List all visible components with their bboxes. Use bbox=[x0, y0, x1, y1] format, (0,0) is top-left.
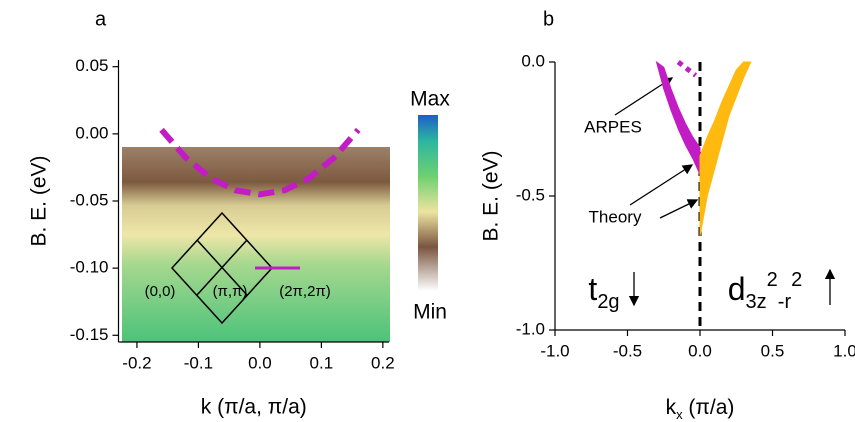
x-tick-label: 1.0 bbox=[833, 341, 855, 360]
x-tick-label: 0.2 bbox=[371, 353, 395, 372]
curve bbox=[159, 127, 361, 198]
annotation: ARPES bbox=[584, 117, 642, 136]
zone-label: (0,0) bbox=[145, 283, 176, 300]
x-tick-label: 0.0 bbox=[688, 341, 712, 360]
y-tick-label: 0.05 bbox=[75, 56, 108, 75]
intensity-map bbox=[122, 147, 390, 342]
panel-label: a bbox=[95, 8, 107, 30]
band-label-part: 2 bbox=[791, 269, 802, 291]
band-label-part: -r bbox=[778, 291, 792, 313]
x-tick-label: -1.0 bbox=[540, 341, 569, 360]
y-tick-label: -0.5 bbox=[516, 185, 545, 204]
x-axis-label-part: k bbox=[666, 396, 677, 419]
annotation: Theory bbox=[589, 207, 642, 226]
band-label-part: t bbox=[588, 271, 597, 307]
x-axis-label: k (π/a, π/a) bbox=[201, 396, 307, 419]
y-tick-label: -0.05 bbox=[70, 190, 109, 209]
zone-label: (2π,2π) bbox=[279, 283, 331, 300]
band-label-part: 3z bbox=[746, 291, 767, 313]
curve bbox=[676, 60, 698, 78]
zone-label: (π,π) bbox=[213, 283, 248, 300]
x-tick-label: -0.5 bbox=[613, 341, 642, 360]
y-axis-label: B. E. (eV) bbox=[28, 155, 51, 246]
y-tick-label: -1.0 bbox=[516, 319, 545, 338]
y-tick-label: -0.10 bbox=[70, 258, 109, 277]
arrows bbox=[614, 77, 836, 307]
x-axis-label-part: (π/a) bbox=[683, 396, 735, 419]
band-label: d3z2-r2 bbox=[728, 269, 803, 313]
band bbox=[655, 60, 701, 175]
x-axis-label: kx (π/a) bbox=[666, 396, 735, 422]
band-label-part: d bbox=[728, 271, 746, 307]
band-label-part: 2g bbox=[597, 291, 619, 313]
band-label: t2g bbox=[588, 271, 619, 313]
x-tick-label: 0.1 bbox=[310, 353, 334, 372]
x-tick-label: 0.5 bbox=[761, 341, 785, 360]
x-tick-label: -0.1 bbox=[184, 353, 213, 372]
panel-label: b bbox=[543, 8, 554, 30]
x-axis-label-part: x bbox=[676, 407, 683, 422]
colorbar bbox=[418, 115, 438, 291]
y-tick-label: 0.0 bbox=[521, 51, 545, 70]
x-tick-label: 0.0 bbox=[248, 353, 272, 372]
brillouin-zone bbox=[170, 211, 274, 325]
colorbar-min: Min bbox=[413, 301, 447, 324]
y-tick-label: -0.15 bbox=[70, 325, 109, 344]
band bbox=[699, 61, 752, 237]
y-tick-label: 0.00 bbox=[75, 123, 108, 142]
x-tick-label: -0.2 bbox=[122, 353, 151, 372]
y-axis-label: B. E. (eV) bbox=[480, 150, 503, 241]
band-label-part: 2 bbox=[767, 269, 778, 291]
colorbar-max: Max bbox=[410, 88, 450, 111]
